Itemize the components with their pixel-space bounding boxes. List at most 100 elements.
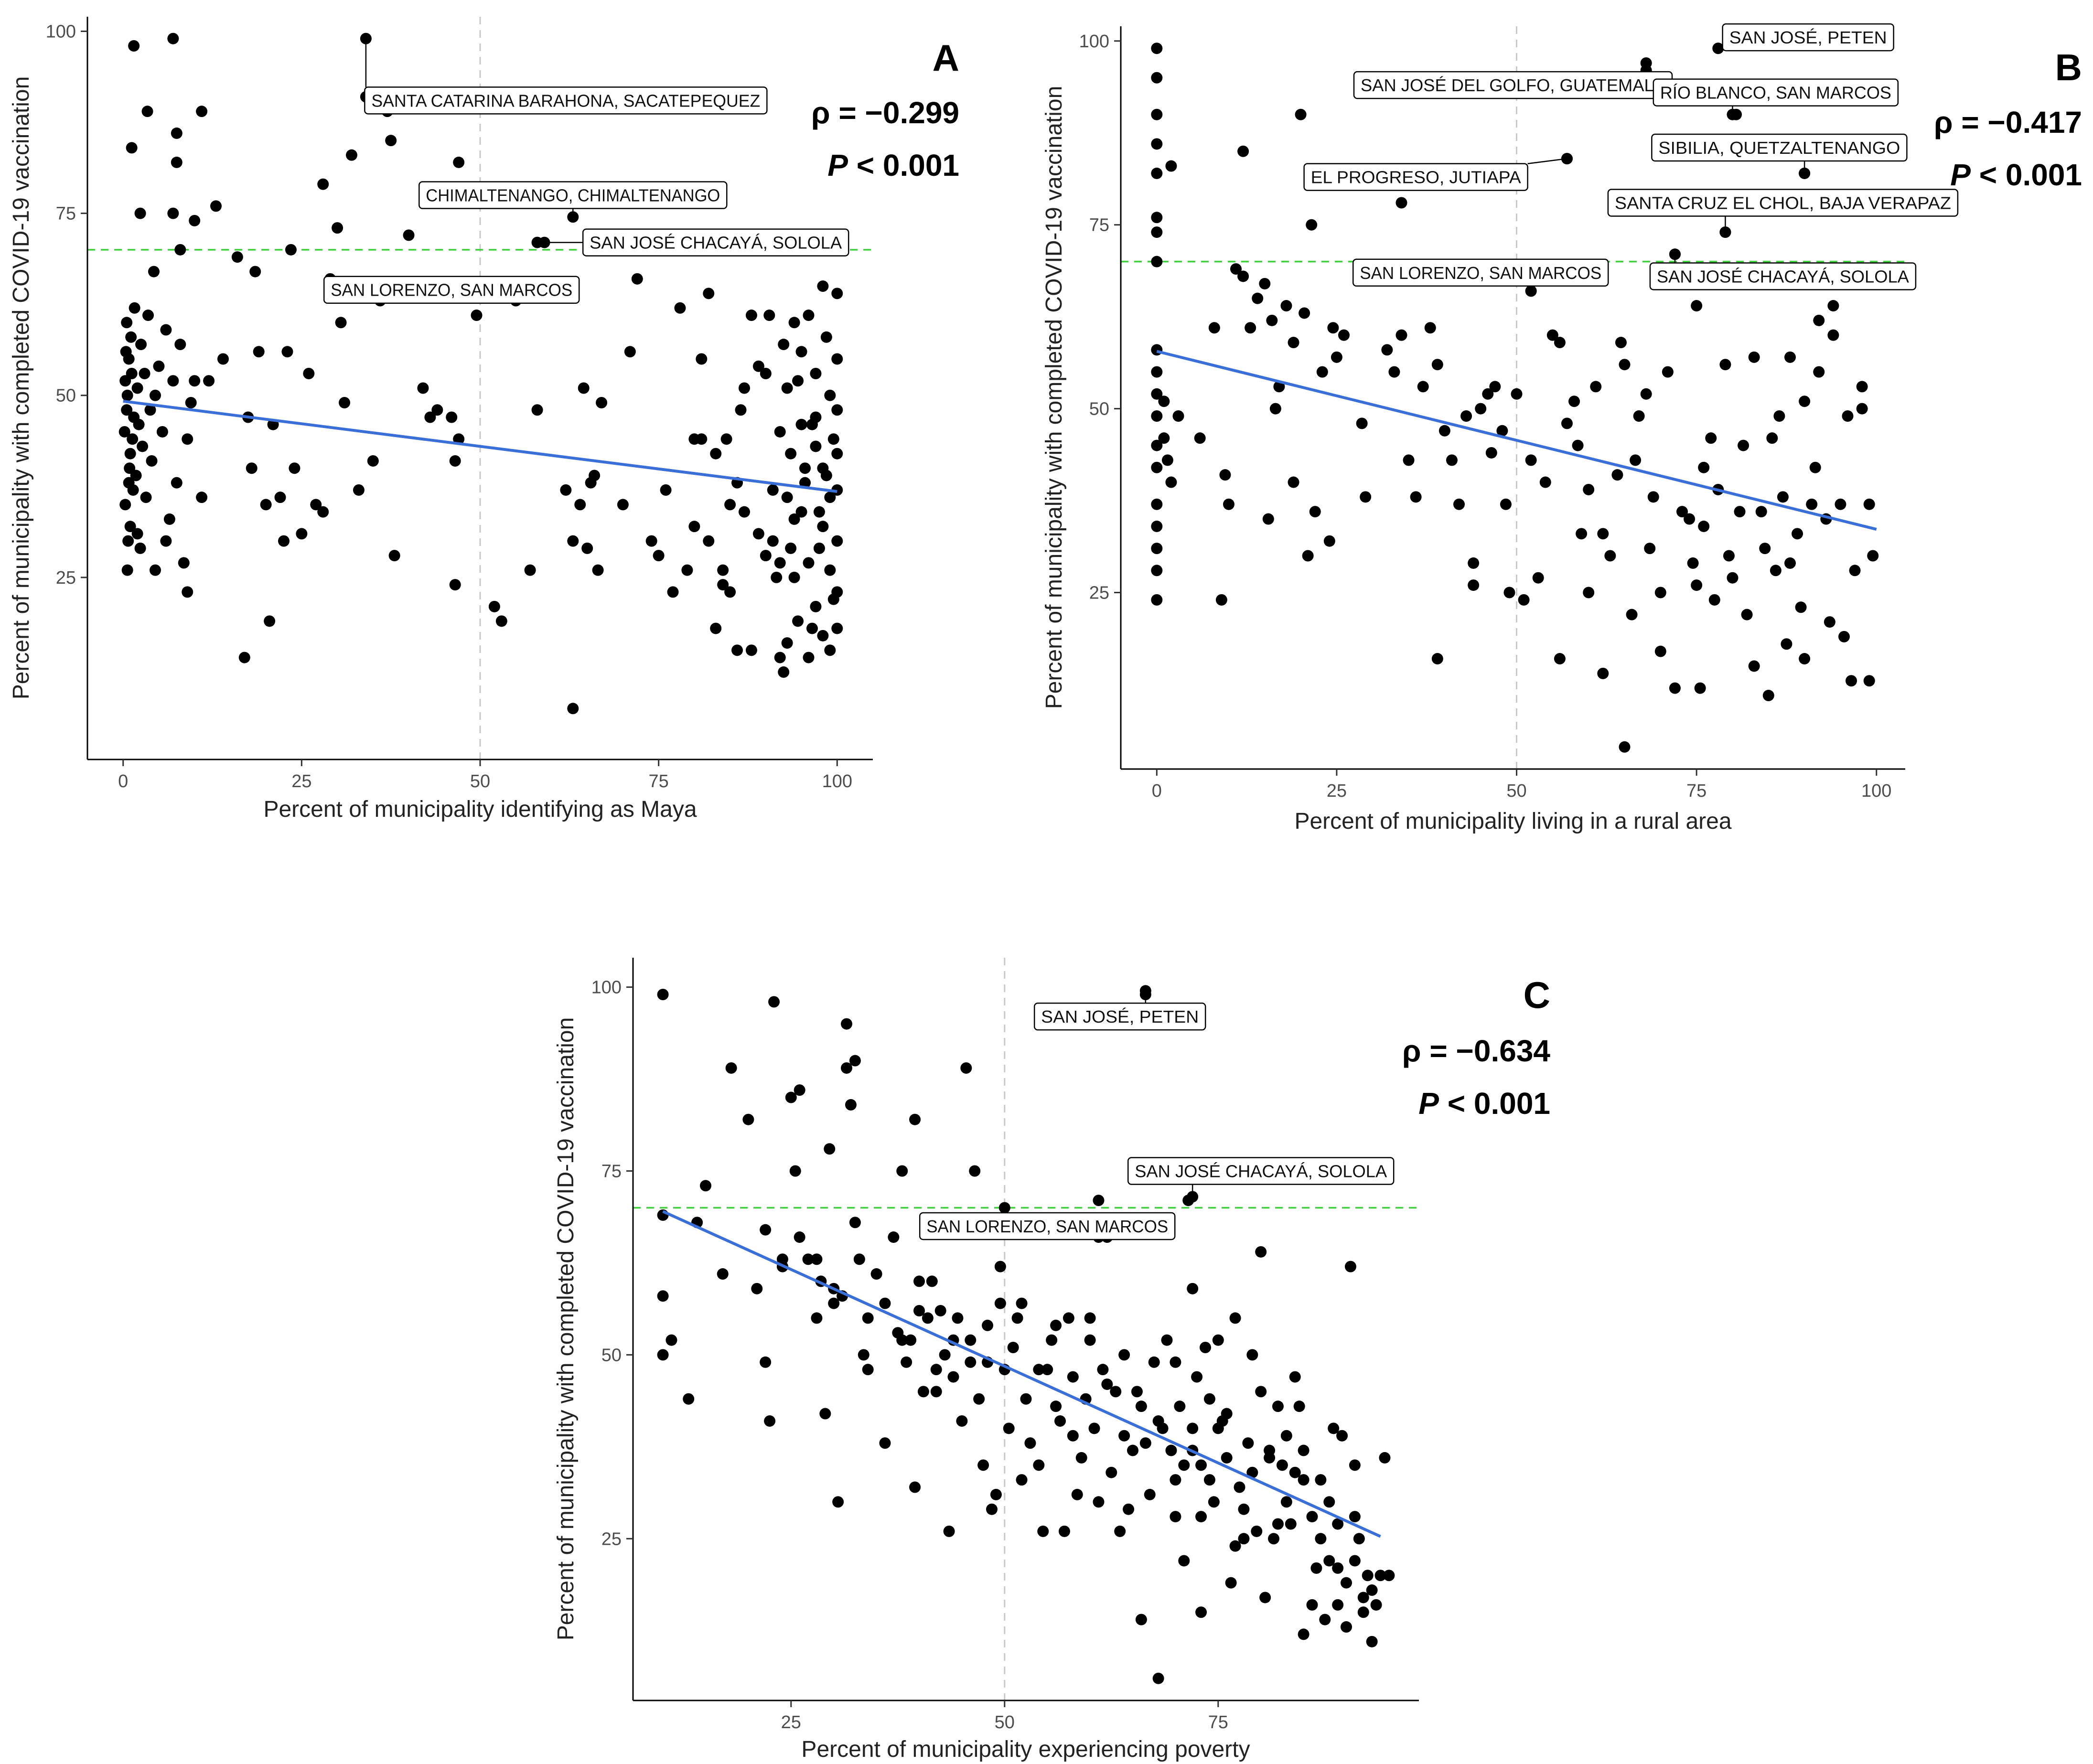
callout-box — [1649, 262, 1917, 290]
data-point — [1781, 638, 1792, 650]
y-tick-label: 25 — [601, 1529, 622, 1549]
data-point — [645, 535, 657, 547]
data-point — [289, 462, 301, 474]
data-point — [1485, 447, 1497, 459]
data-point — [845, 1099, 857, 1111]
data-point — [1295, 108, 1307, 120]
data-point — [841, 1018, 853, 1030]
y-tick-label: 50 — [1089, 399, 1109, 419]
data-point — [688, 433, 700, 445]
data-point — [1687, 557, 1699, 569]
data-point — [1067, 1371, 1079, 1383]
data-point — [1151, 543, 1163, 555]
panel-letter: B — [2055, 46, 2082, 88]
data-point — [811, 1253, 823, 1265]
data-point — [135, 339, 147, 351]
data-point — [799, 462, 811, 474]
data-point — [1777, 491, 1789, 503]
callout-text: EL PROGRESO, JUTIAPA — [1311, 168, 1521, 187]
data-point — [217, 353, 229, 365]
data-point — [185, 396, 197, 408]
data-point — [167, 32, 179, 44]
data-point — [1806, 498, 1818, 510]
data-point — [657, 1209, 669, 1221]
data-point — [1784, 557, 1796, 569]
data-point — [1118, 1349, 1130, 1361]
data-point — [785, 542, 797, 554]
data-point — [1583, 483, 1595, 495]
data-point — [926, 1275, 938, 1287]
x-axis-title: Percent of municipality living in a rura… — [1294, 809, 1731, 834]
data-point — [1357, 1606, 1369, 1618]
data-point — [1705, 432, 1717, 444]
data-point — [699, 1180, 711, 1192]
data-point — [763, 310, 775, 321]
data-point — [767, 484, 779, 496]
data-point — [121, 317, 133, 329]
data-point — [1640, 388, 1652, 400]
data-point — [788, 571, 800, 583]
callout-box — [1722, 23, 1894, 52]
data-point — [1255, 1386, 1267, 1398]
callout-text: SANTA CATARINA BARAHONA, SACATEPEQUEZ — [371, 91, 760, 110]
data-point — [1323, 1555, 1335, 1567]
data-point — [1151, 410, 1163, 422]
data-point — [1319, 1614, 1331, 1625]
callout-label: SAN JOSÉ, PETEN — [1033, 985, 1206, 1031]
data-point — [1266, 314, 1278, 326]
data-point — [1259, 1592, 1271, 1604]
data-point — [125, 331, 137, 343]
data-point — [122, 535, 134, 547]
p-threshold: < 0.001 — [1439, 1086, 1550, 1121]
data-point — [703, 535, 715, 547]
callout-text: SAN JOSÉ CHACAYÁ, SOLOLA — [1135, 1161, 1387, 1181]
callout-label: SAN LORENZO, SAN MARCOS — [1352, 258, 1609, 297]
data-point — [231, 251, 243, 263]
data-point — [1691, 579, 1703, 591]
data-point — [849, 1055, 861, 1067]
data-point — [1460, 410, 1472, 422]
data-point — [1719, 359, 1731, 371]
data-point — [1554, 653, 1566, 665]
data-point — [238, 652, 250, 663]
x-tick-label: 25 — [1327, 781, 1347, 801]
trend-line — [123, 399, 837, 493]
callout-text: SAN JOSÉ DEL GOLFO, GUATEMALA — [1361, 75, 1665, 95]
callout-text: RÍO BLANCO, SAN MARCOS — [1660, 83, 1891, 103]
data-point — [803, 557, 815, 569]
data-point — [841, 1062, 853, 1074]
x-tick-label: 25 — [291, 771, 311, 791]
callout-text: SANTA CRUZ EL CHOL, BAJA VERAPAZ — [1615, 193, 1951, 213]
data-point — [1306, 1599, 1318, 1611]
data-point — [624, 346, 636, 358]
data-point — [1289, 1371, 1301, 1383]
data-point — [253, 346, 265, 358]
data-point — [785, 448, 797, 460]
p-threshold: < 0.001 — [1971, 158, 2082, 192]
data-point — [488, 600, 500, 612]
data-point — [129, 302, 140, 314]
data-point — [803, 310, 815, 321]
data-point — [153, 360, 165, 372]
data-point — [1813, 314, 1825, 326]
callout-box — [1127, 1157, 1395, 1185]
data-point — [1489, 381, 1501, 393]
data-point — [1370, 1599, 1382, 1611]
data-point — [1863, 675, 1875, 687]
data-point — [1738, 439, 1750, 451]
data-point — [795, 506, 807, 518]
data-point — [1033, 1364, 1045, 1376]
data-point — [1332, 1562, 1344, 1574]
data-point — [453, 156, 465, 168]
data-point — [1151, 520, 1163, 532]
data-point — [1561, 417, 1573, 429]
data-point — [141, 106, 153, 118]
data-point — [683, 1393, 695, 1405]
data-point — [1033, 1459, 1045, 1471]
data-point — [1438, 425, 1450, 437]
rho-stat: ρ = −0.417 — [1934, 105, 2082, 139]
data-point — [121, 389, 133, 401]
data-point — [1315, 1533, 1327, 1545]
data-point — [849, 1217, 861, 1229]
data-point — [998, 1202, 1010, 1214]
